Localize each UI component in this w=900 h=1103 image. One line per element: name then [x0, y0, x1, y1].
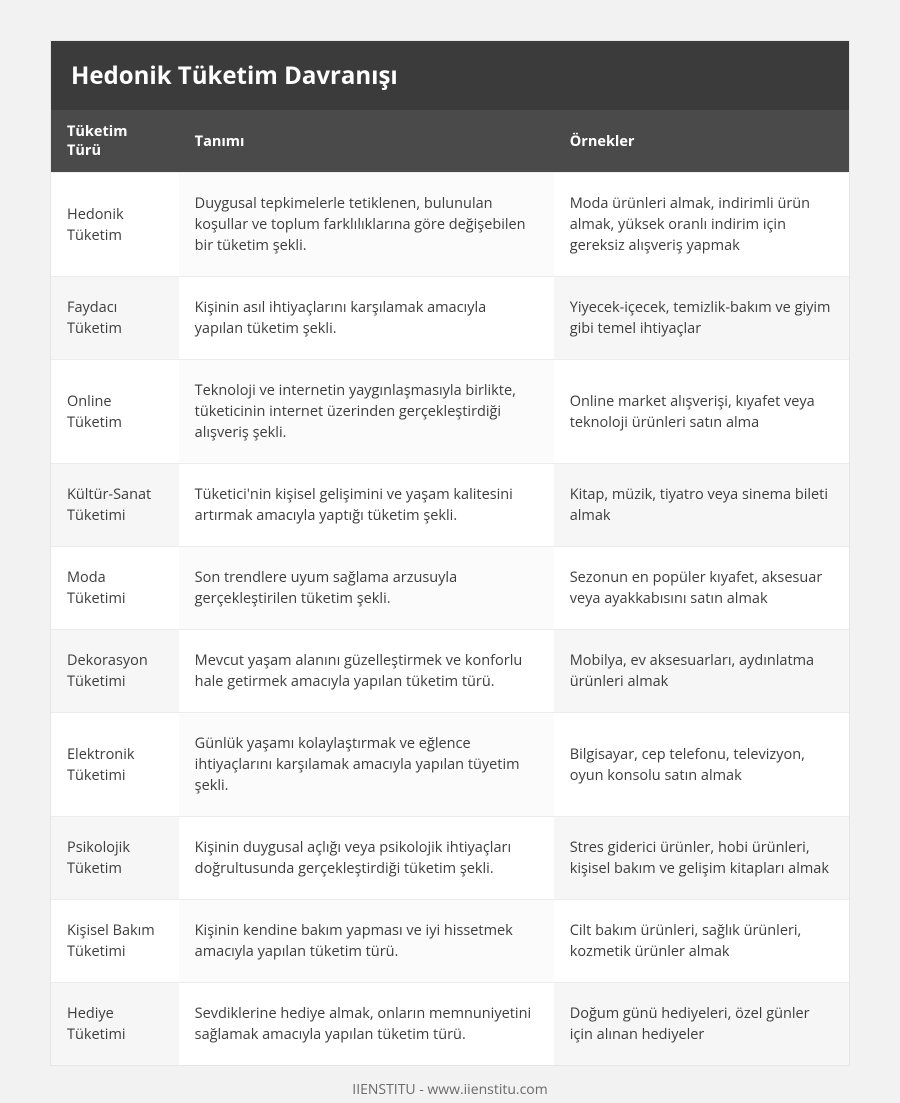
cell-type: Online Tüketim: [51, 360, 179, 464]
cell-definition: Kişinin asıl ihtiyaçlarını karşılamak am…: [179, 277, 554, 360]
table-row: Online TüketimTeknoloji ve internetin ya…: [51, 360, 849, 464]
table-row: Hedonik TüketimDuygusal tepkimelerle tet…: [51, 173, 849, 277]
cell-definition: Mevcut yaşam alanını güzelleştirmek ve k…: [179, 630, 554, 713]
cell-examples: Bilgisayar, cep telefonu, televizyon, oy…: [554, 713, 849, 817]
cell-type: Moda Tüketimi: [51, 547, 179, 630]
cell-type: Faydacı Tüketim: [51, 277, 179, 360]
cell-definition: Duygusal tepkimelerle tetiklenen, bulunu…: [179, 173, 554, 277]
cell-examples: Cilt bakım ürünleri, sağlık ürünleri, ko…: [554, 900, 849, 983]
cell-definition: Kişinin kendine bakım yapması ve iyi his…: [179, 900, 554, 983]
cell-type: Kültür-Sanat Tüketimi: [51, 464, 179, 547]
cell-definition: Son trendlere uyum sağlama arzusuyla ger…: [179, 547, 554, 630]
table-row: Moda TüketimiSon trendlere uyum sağlama …: [51, 547, 849, 630]
col-header-examples: Örnekler: [554, 110, 849, 173]
cell-examples: Kitap, müzik, tiyatro veya sinema bileti…: [554, 464, 849, 547]
cell-type: Elektronik Tüketimi: [51, 713, 179, 817]
consumption-table: Tüketim Türü Tanımı Örnekler Hedonik Tük…: [51, 110, 849, 1065]
footer-credit: IIENSTITU - www.iienstitu.com: [50, 1066, 850, 1103]
col-header-definition: Tanımı: [179, 110, 554, 173]
table-row: Kişisel Bakım TüketimiKişinin kendine ba…: [51, 900, 849, 983]
cell-definition: Tüketici'nin kişisel gelişimini ve yaşam…: [179, 464, 554, 547]
table-card: Hedonik Tüketim Davranışı Tüketim Türü T…: [50, 40, 850, 1066]
table-row: Faydacı TüketimKişinin asıl ihtiyaçların…: [51, 277, 849, 360]
table-row: Elektronik TüketimiGünlük yaşamı kolayla…: [51, 713, 849, 817]
cell-definition: Teknoloji ve internetin yaygınlaşmasıyla…: [179, 360, 554, 464]
cell-examples: Sezonun en popüler kıyafet, aksesuar vey…: [554, 547, 849, 630]
cell-definition: Sevdiklerine hediye almak, onların memnu…: [179, 983, 554, 1066]
cell-type: Psikolojik Tüketim: [51, 817, 179, 900]
cell-examples: Moda ürünleri almak, indirimli ürün alma…: [554, 173, 849, 277]
cell-type: Hedonik Tüketim: [51, 173, 179, 277]
col-header-type: Tüketim Türü: [51, 110, 179, 173]
table-row: Psikolojik TüketimKişinin duygusal açlığ…: [51, 817, 849, 900]
cell-examples: Stres giderici ürünler, hobi ürünleri, k…: [554, 817, 849, 900]
table-row: Kültür-Sanat TüketimiTüketici'nin kişise…: [51, 464, 849, 547]
cell-type: Kişisel Bakım Tüketimi: [51, 900, 179, 983]
cell-examples: Yiyecek-içecek, temizlik-bakım ve giyim …: [554, 277, 849, 360]
cell-definition: Günlük yaşamı kolaylaştırmak ve eğlence …: [179, 713, 554, 817]
cell-examples: Mobilya, ev aksesuarları, aydınlatma ürü…: [554, 630, 849, 713]
cell-definition: Kişinin duygusal açlığı veya psikolojik …: [179, 817, 554, 900]
table-row: Hediye TüketimiSevdiklerine hediye almak…: [51, 983, 849, 1066]
cell-type: Dekorasyon Tüketimi: [51, 630, 179, 713]
card-title: Hedonik Tüketim Davranışı: [51, 41, 849, 110]
cell-examples: Online market alışverişi, kıyafet veya t…: [554, 360, 849, 464]
table-header-row: Tüketim Türü Tanımı Örnekler: [51, 110, 849, 173]
cell-type: Hediye Tüketimi: [51, 983, 179, 1066]
table-row: Dekorasyon TüketimiMevcut yaşam alanını …: [51, 630, 849, 713]
cell-examples: Doğum günü hediyeleri, özel günler için …: [554, 983, 849, 1066]
